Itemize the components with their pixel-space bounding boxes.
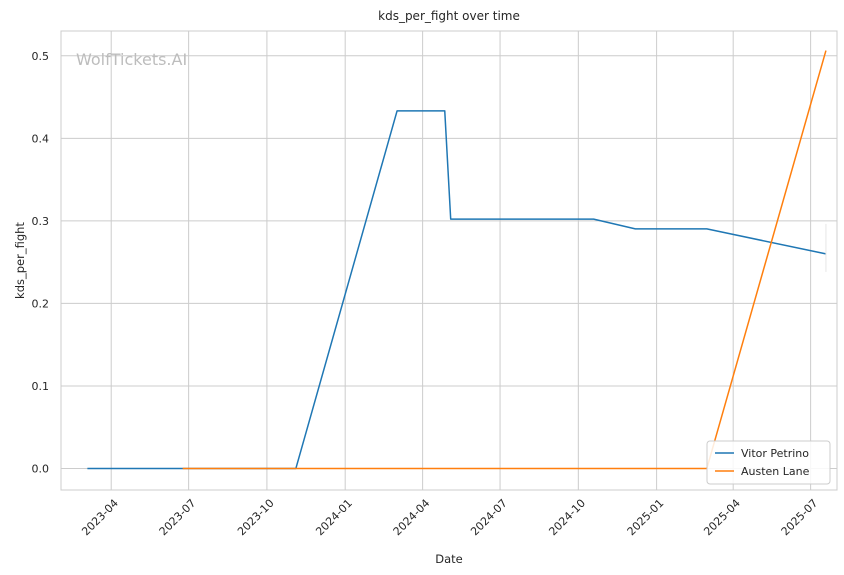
legend-entry: Vitor Petrino: [741, 447, 809, 460]
y-tick-label: 0.1: [32, 380, 50, 393]
series-line-austen-lane: [182, 50, 827, 470]
x-tick-label: 2023-10: [235, 497, 277, 539]
x-tick-label: 2025-04: [701, 497, 743, 539]
x-tick-label: 2023-04: [79, 497, 121, 539]
y-tick-label: 0.3: [32, 215, 50, 228]
watermark: WolfTickets.AI: [76, 50, 187, 69]
legend: Vitor Petrino Austen Lane: [706, 440, 831, 485]
grid: [61, 31, 837, 490]
series-lines: [87, 50, 827, 470]
x-tick-label: 2025-07: [779, 497, 821, 539]
y-tick-label: 0.2: [32, 297, 50, 310]
x-tick-label: 2024-01: [313, 497, 355, 539]
y-tick-label: 0.5: [32, 50, 50, 63]
x-tick-label: 2023-07: [157, 497, 199, 539]
x-tick-label: 2024-04: [391, 497, 433, 539]
tick-labels: 0.0 0.1 0.2 0.3 0.4 0.5 2023-04 2023-07 2023-10 2…: [32, 50, 821, 539]
x-tick-label: 2025-01: [625, 497, 667, 539]
y-axis-label: kds_per_fight: [13, 222, 27, 299]
x-axis-label: Date: [435, 552, 463, 566]
chart-title: kds_per_fight over time: [378, 9, 520, 23]
plot-frame: [60, 30, 838, 491]
x-tick-label: 2024-10: [546, 497, 588, 539]
x-tick-label: 2024-07: [468, 497, 510, 539]
y-tick-label: 0.0: [32, 463, 50, 476]
y-tick-label: 0.4: [32, 132, 50, 145]
series-line-vitor-petrino: [87, 110, 827, 470]
legend-entry: Austen Lane: [741, 465, 810, 478]
legend-box: [706, 440, 831, 485]
